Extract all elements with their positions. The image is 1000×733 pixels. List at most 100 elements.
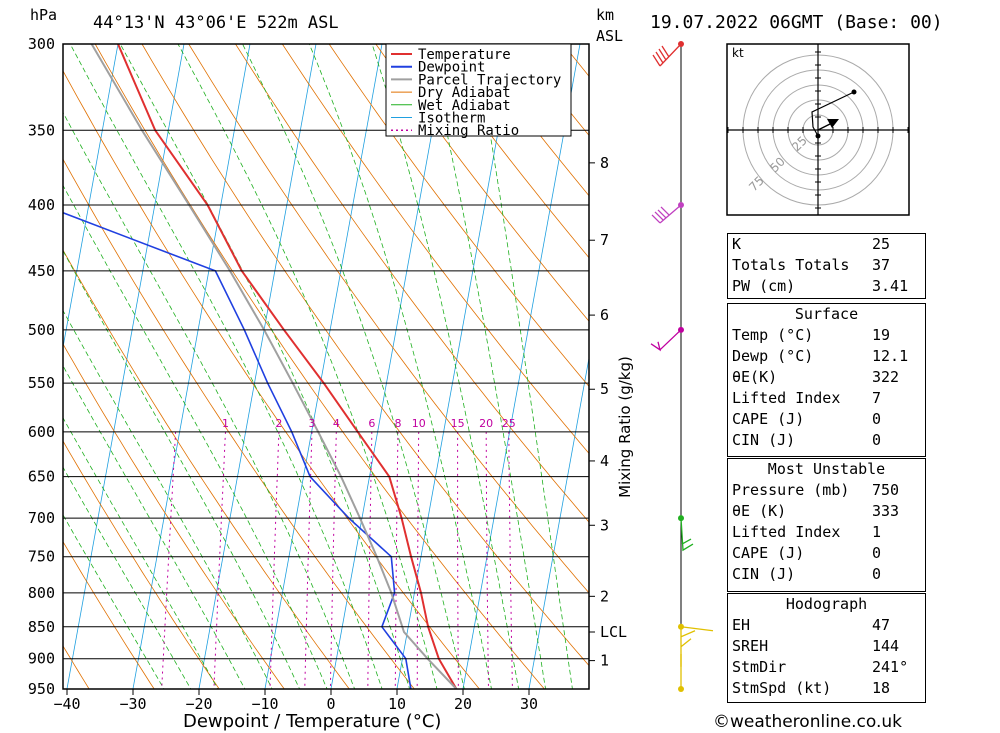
index-label: SREH [732, 637, 769, 655]
isotherm-line [198, 44, 317, 689]
mixing-ratio-line [213, 431, 226, 689]
index-label: Totals Totals [732, 256, 850, 274]
index-label: CAPE (J) [732, 410, 805, 428]
pressure-tick-label: 600 [28, 423, 55, 441]
x-tick-label: 20 [454, 695, 472, 713]
index-label: Lifted Index [732, 523, 841, 541]
x-tick-label: −30 [119, 695, 146, 713]
wind-barb [650, 329, 682, 352]
pressure-tick-label: 450 [28, 262, 55, 280]
wet-adiabat-line [242, 44, 465, 689]
wet-adiabat-line [308, 44, 492, 689]
dry-adiabat-line [235, 44, 589, 523]
mixing-ratio-line [394, 431, 399, 689]
pressure-tick-label: 800 [28, 584, 55, 602]
indices-basic-box: K 25 Totals Totals 37 PW (cm) 3.41 [727, 233, 926, 299]
mixing-ratio-line [457, 431, 459, 689]
surface-table: Surface Temp (°C) 19 Dewp (°C) 12.1 θE(K) 3… [728, 304, 925, 451]
indices-basic-table: K 25 Totals Totals 37 PW (cm) 3.41 [728, 234, 912, 297]
legend-box [385, 43, 572, 137]
index-row: Temp (°C) 19 [728, 325, 925, 346]
dry-adiabat-line [63, 249, 350, 689]
km-label: km [596, 6, 614, 24]
index-value: 0 [872, 544, 882, 562]
index-label: Temp (°C) [732, 326, 814, 344]
legend-label: Temperature [418, 47, 511, 63]
pressure-tick-label: 750 [28, 548, 55, 566]
surface-box: Surface Temp (°C) 19 Dewp (°C) 12.1 θE(K) 3… [727, 303, 926, 457]
index-label: CAPE (J) [732, 544, 805, 562]
km-tick-label: 8 [600, 154, 609, 172]
index-row: Lifted Index 1 [728, 522, 925, 543]
index-label: K [732, 235, 742, 253]
index-value: 18 [872, 679, 891, 697]
dry-adiabat-line [188, 44, 589, 594]
index-value: 47 [872, 616, 891, 634]
wet-adiabat-line [63, 365, 246, 689]
index-label: θE(K) [732, 368, 778, 386]
most-unstable-title: Most Unstable [767, 460, 886, 478]
pressure-tick-label: 400 [28, 196, 55, 214]
mixing-ratio-label: 20 [479, 417, 493, 430]
index-row: EH 47 [728, 615, 925, 636]
pressure-tick-label: 700 [28, 509, 55, 527]
mixing-ratio-line [416, 431, 420, 689]
isotherm-line [528, 355, 589, 689]
index-label: Pressure (mb) [732, 481, 850, 499]
legend-label: Mixing Ratio [418, 123, 519, 139]
index-label: PW (cm) [732, 277, 796, 295]
x-tick-label: 0 [326, 695, 335, 713]
wet-adiabat-line [63, 417, 219, 689]
isotherm-line [264, 44, 383, 689]
index-value: 7 [872, 389, 882, 407]
mixing-ratio-label: 4 [333, 417, 340, 430]
copyright: ©weatheronline.co.uk [713, 712, 902, 732]
km-tick-label: 4 [600, 452, 609, 470]
wind-barbs [650, 41, 714, 692]
mixing-ratio-label: 2 [275, 417, 282, 430]
legend-label: Dewpoint [418, 60, 485, 76]
asl-label: ASL [596, 27, 623, 45]
pressure-tick-label: 850 [28, 618, 55, 636]
dry-adiabat-line [918, 25, 1000, 695]
dry-adiabat-line [63, 440, 220, 689]
x-tick-label: 30 [520, 695, 538, 713]
most-unstable-box: Most Unstable Pressure (mb) 750 θE (K) 333… [727, 458, 926, 592]
km-tick-label: LCL [600, 623, 627, 641]
index-value: 0 [872, 431, 882, 449]
index-row: θE(K) 322 [728, 367, 925, 388]
wet-adiabat-line [63, 184, 328, 689]
index-value: 19 [872, 326, 891, 344]
mixing-ratio-line [508, 431, 514, 689]
dry-adiabat-line [965, 25, 1000, 695]
dry-adiabat-line [375, 44, 589, 322]
index-value: 0 [872, 565, 882, 583]
dry-adiabat-line [328, 44, 589, 388]
pressure-tick-label: 350 [28, 121, 55, 139]
x-tick-label: −10 [251, 695, 278, 713]
storm-motion-arrowhead [827, 119, 839, 128]
index-value: 0 [872, 410, 882, 428]
surface-title: Surface [794, 305, 859, 323]
isotherm-line [592, 5, 719, 706]
hodograph-start [815, 133, 821, 139]
pressure-tick-label: 300 [28, 35, 55, 53]
plot-frame [62, 43, 595, 695]
pressure-tick-label: 500 [28, 321, 55, 339]
index-label: EH [732, 616, 751, 634]
index-row: θE (K) 333 [728, 501, 925, 522]
index-value: 3.41 [872, 277, 909, 295]
index-label: StmDir [732, 658, 787, 676]
x-axis-title: Dewpoint / Temperature (°C) [183, 711, 441, 732]
wind-barb [680, 518, 694, 552]
isotherm-line [66, 44, 185, 689]
km-tick-label: 2 [600, 587, 609, 605]
pressure-tick-label: 950 [28, 680, 55, 698]
hodograph-end [851, 89, 857, 95]
dry-adiabat-line [94, 44, 545, 689]
index-row: Totals Totals 37 [728, 255, 912, 276]
mixing-ratio-label: 25 [502, 417, 516, 430]
index-label: θE (K) [732, 502, 787, 520]
dry-adiabat-line [281, 44, 589, 454]
